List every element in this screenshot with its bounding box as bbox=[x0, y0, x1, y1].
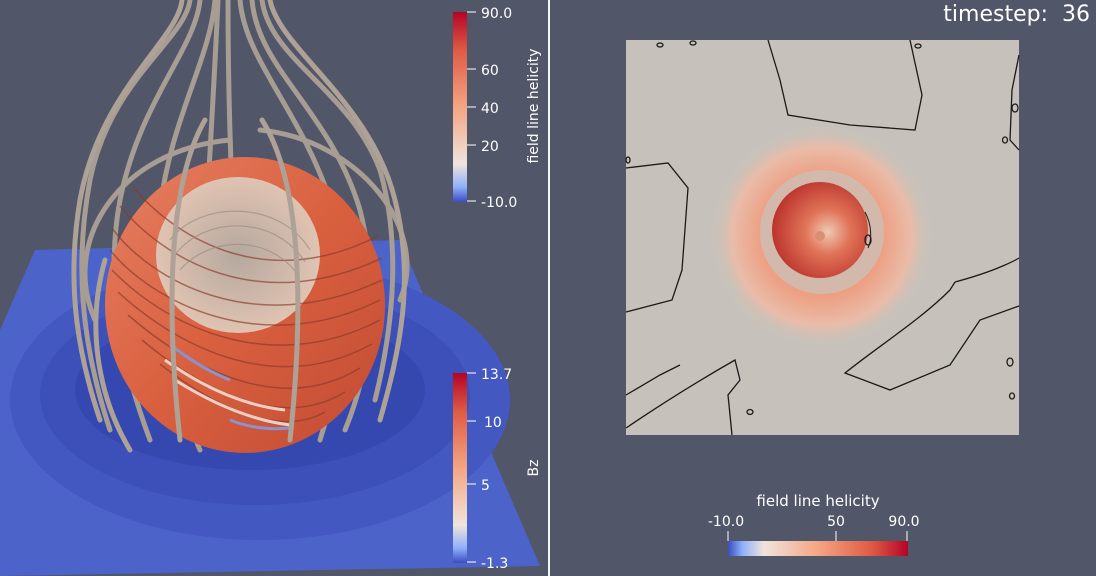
bz-tick-min: -1.3 bbox=[481, 556, 508, 572]
bz-colorbar: 13.7 10 5 -1.3 Bz bbox=[453, 367, 542, 572]
helicity-tick-60: 60 bbox=[481, 63, 499, 79]
bz-colorbar-title: Bz bbox=[526, 460, 542, 477]
flux-rope-torus bbox=[105, 157, 385, 453]
slice-colorbar-title: field line helicity bbox=[756, 492, 879, 510]
right-slice-view[interactable]: field line helicity -10.0 50 90.0 timest… bbox=[550, 0, 1096, 576]
helicity-tick-40: 40 bbox=[481, 101, 499, 117]
view-divider[interactable] bbox=[548, 0, 550, 576]
foreground-field-lines bbox=[71, 0, 407, 453]
helicity-slice-render: field line helicity -10.0 50 90.0 bbox=[625, 39, 1020, 556]
field-line-render: 90.0 60 40 20 -10.0 field line helicity … bbox=[0, 0, 542, 576]
helicity-tick-min: -10.0 bbox=[481, 195, 517, 211]
timestep-label: timestep: bbox=[943, 2, 1048, 27]
slice-helicity-colorbar: field line helicity -10.0 50 90.0 bbox=[708, 492, 920, 556]
helicity-colorbar-title: field line helicity bbox=[526, 48, 542, 163]
slice-plane bbox=[626, 40, 1019, 435]
slice-tick-50: 50 bbox=[827, 514, 845, 530]
bz-tick-5: 5 bbox=[481, 478, 490, 494]
helicity-tick-20: 20 bbox=[481, 139, 499, 155]
timestep-annotation: timestep: 36 bbox=[943, 2, 1090, 27]
bz-tick-10: 10 bbox=[484, 415, 502, 431]
timestep-value: 36 bbox=[1062, 2, 1090, 27]
helicity-colorbar: 90.0 60 40 20 -10.0 field line helicity bbox=[453, 6, 542, 211]
contour-lines bbox=[625, 39, 1020, 436]
helicity-tick-max: 90.0 bbox=[481, 6, 512, 22]
left-3d-view[interactable]: 90.0 60 40 20 -10.0 field line helicity … bbox=[0, 0, 548, 576]
slice-tick-max: 90.0 bbox=[888, 514, 919, 530]
slice-tick-min: -10.0 bbox=[708, 514, 744, 530]
bz-tick-max: 13.7 bbox=[481, 367, 512, 383]
